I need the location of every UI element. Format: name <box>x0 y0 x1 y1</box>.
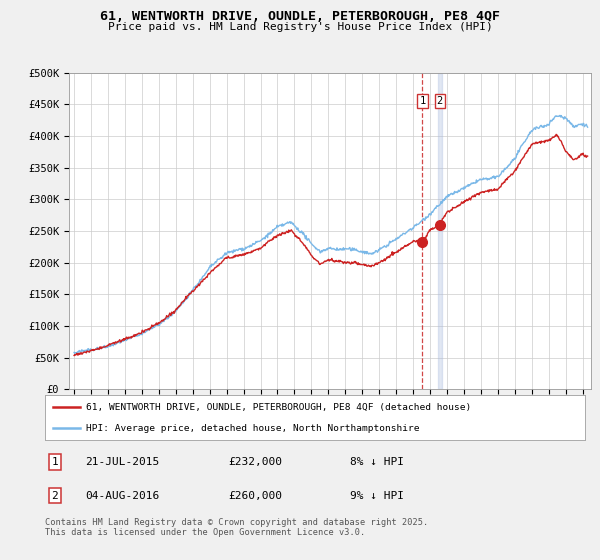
Text: 2: 2 <box>437 96 443 106</box>
Text: HPI: Average price, detached house, North Northamptonshire: HPI: Average price, detached house, Nort… <box>86 424 419 433</box>
Text: 21-JUL-2015: 21-JUL-2015 <box>86 457 160 467</box>
Bar <box>438 73 442 389</box>
Text: 1: 1 <box>419 96 425 106</box>
Text: 04-AUG-2016: 04-AUG-2016 <box>86 491 160 501</box>
Text: £232,000: £232,000 <box>229 457 283 467</box>
Text: 9% ↓ HPI: 9% ↓ HPI <box>350 491 404 501</box>
Text: Price paid vs. HM Land Registry's House Price Index (HPI): Price paid vs. HM Land Registry's House … <box>107 22 493 32</box>
Text: 8% ↓ HPI: 8% ↓ HPI <box>350 457 404 467</box>
Text: 2: 2 <box>52 491 58 501</box>
Text: 61, WENTWORTH DRIVE, OUNDLE, PETERBOROUGH, PE8 4QF (detached house): 61, WENTWORTH DRIVE, OUNDLE, PETERBOROUG… <box>86 403 471 412</box>
Text: 1: 1 <box>52 457 58 467</box>
Text: £260,000: £260,000 <box>229 491 283 501</box>
Text: Contains HM Land Registry data © Crown copyright and database right 2025.
This d: Contains HM Land Registry data © Crown c… <box>45 518 428 538</box>
Text: 61, WENTWORTH DRIVE, OUNDLE, PETERBOROUGH, PE8 4QF: 61, WENTWORTH DRIVE, OUNDLE, PETERBOROUG… <box>100 10 500 23</box>
